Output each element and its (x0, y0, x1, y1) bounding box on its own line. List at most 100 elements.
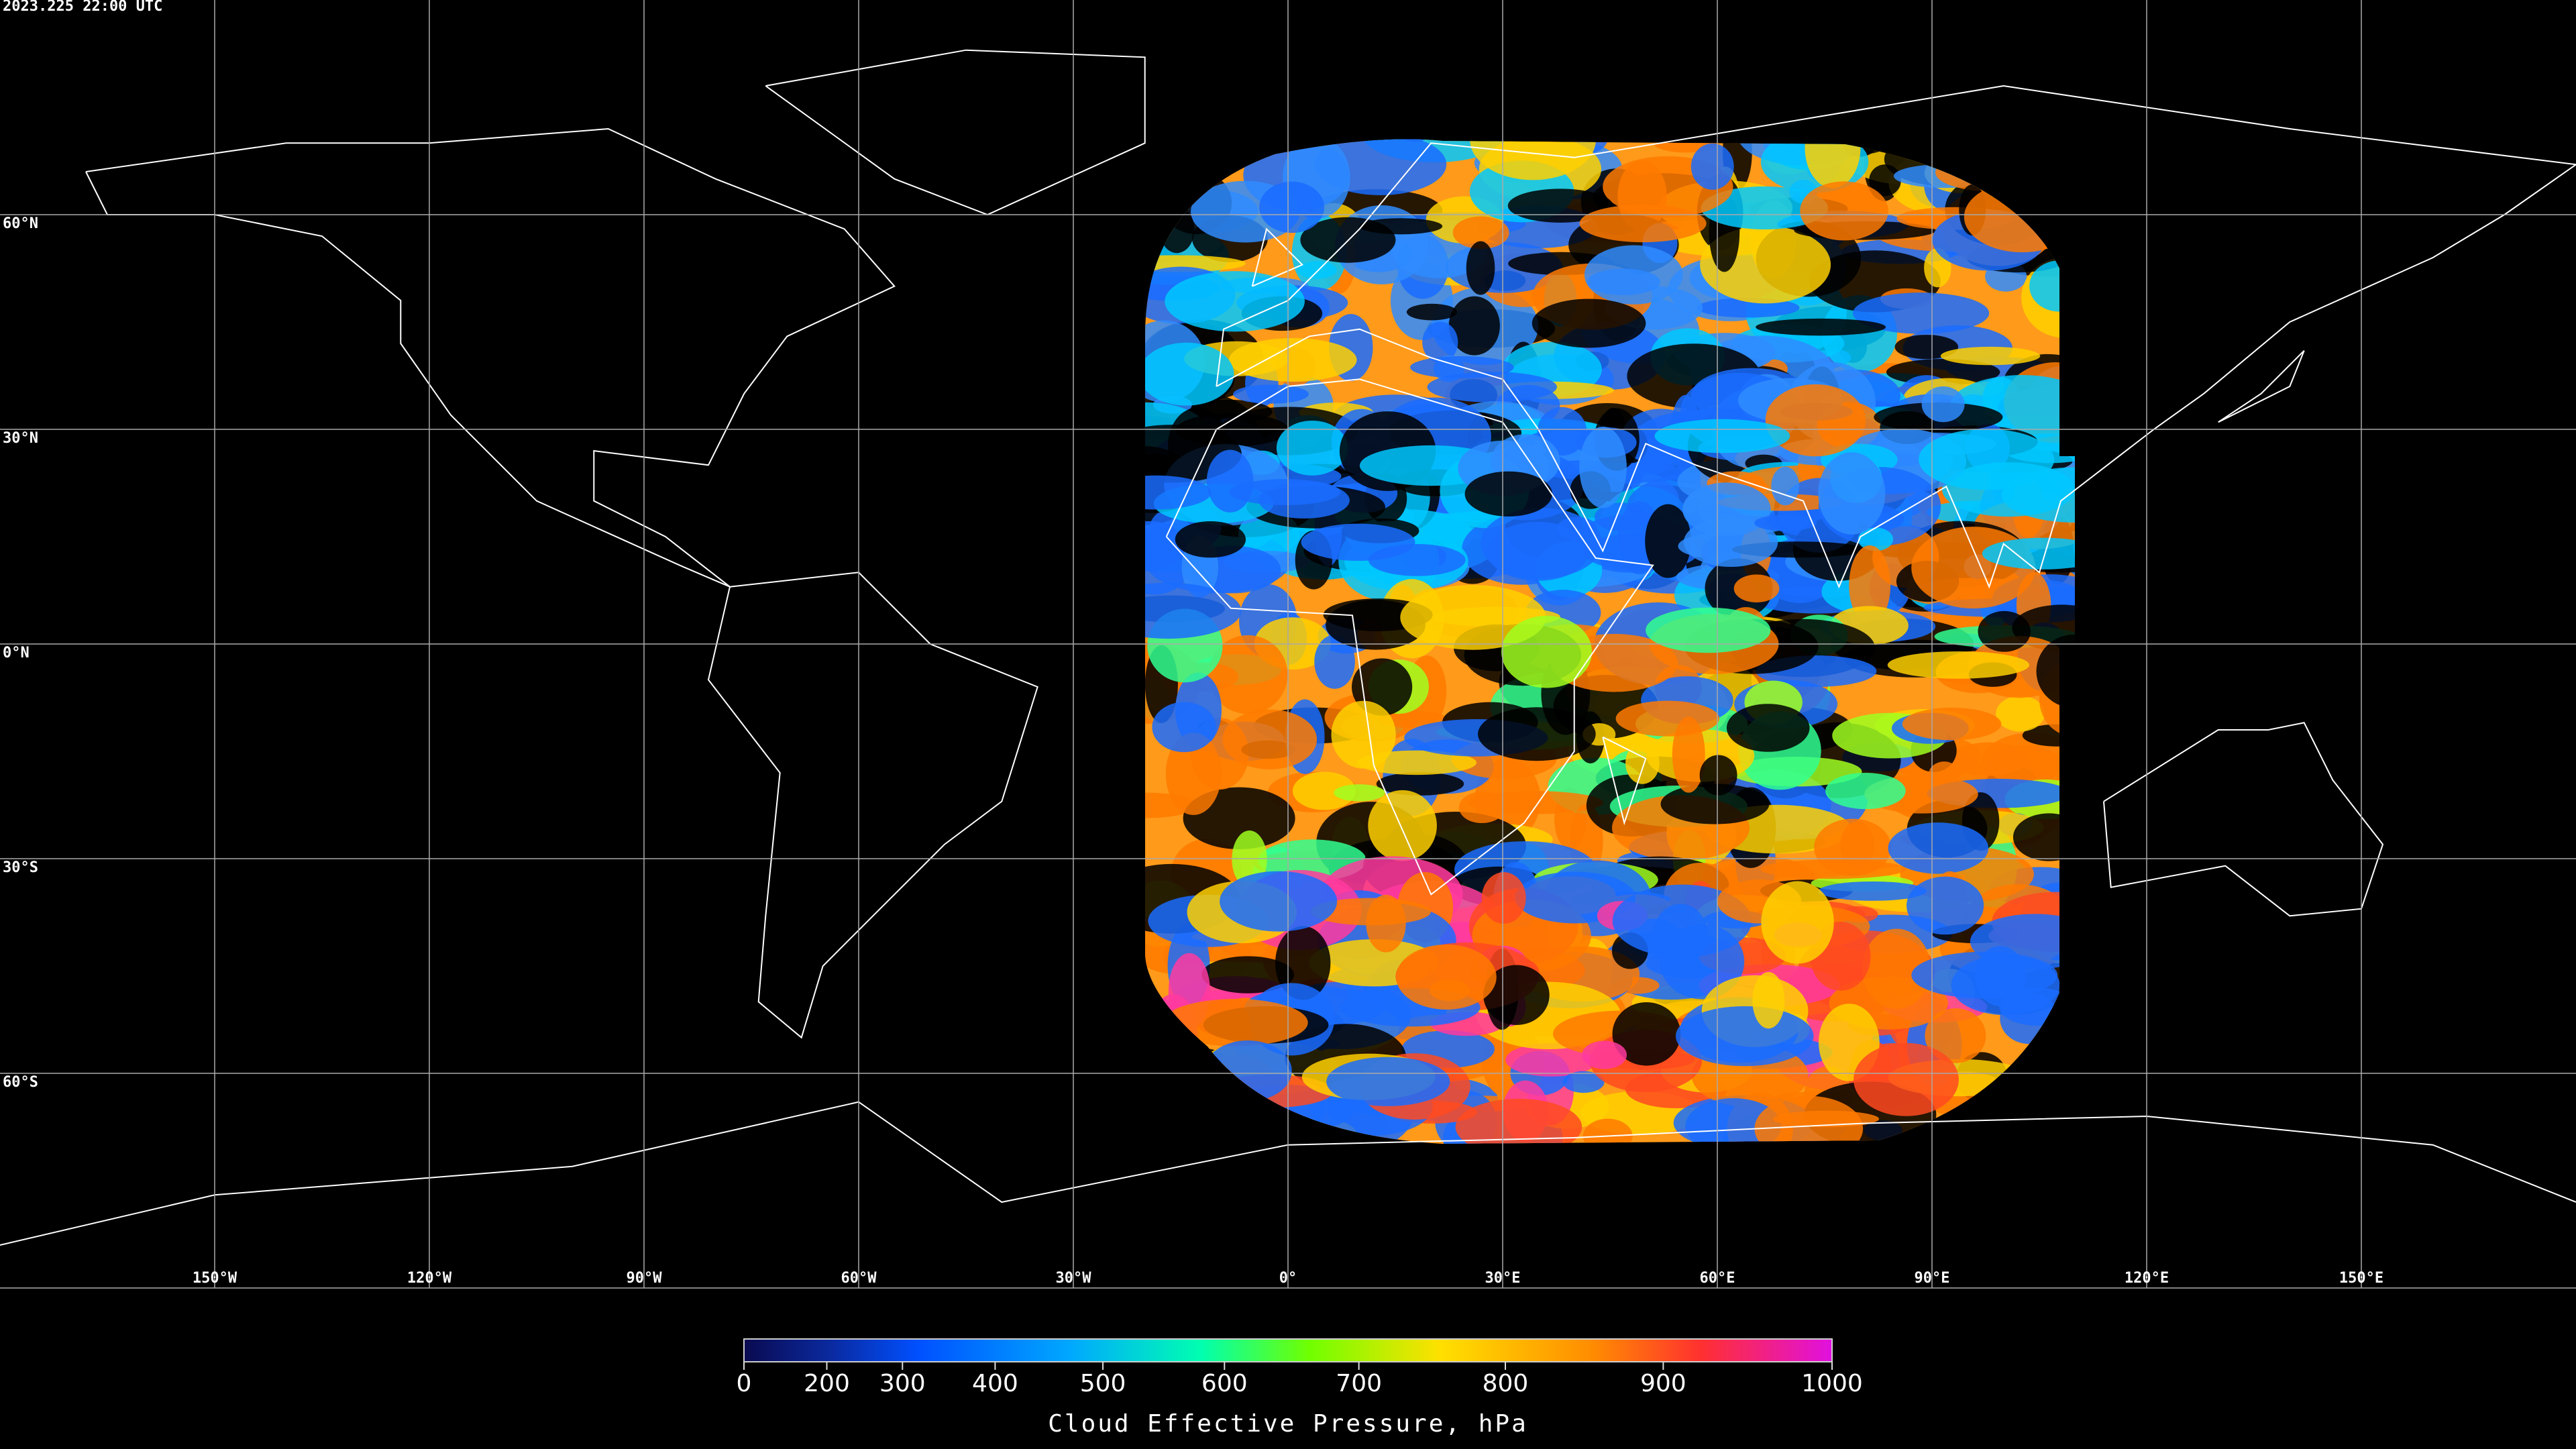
cloud-texture (1765, 384, 1866, 457)
cloud-texture (1422, 321, 1458, 363)
cloud-texture (1825, 773, 1906, 810)
coastline (1251, 227, 1304, 287)
cloud-texture (1887, 651, 2030, 679)
lon-label: 150°E (2339, 1270, 2383, 1287)
cloud-texture (1925, 1008, 1986, 1063)
cloud-texture (1275, 926, 1331, 1000)
cloud-texture (1466, 241, 1495, 295)
cloud-texture (1487, 521, 1589, 581)
cloud-texture (1562, 1071, 1605, 1093)
cloud-texture (1477, 707, 1596, 761)
lon-label: 150°W (193, 1270, 237, 1287)
cloud-texture (1902, 707, 2002, 741)
lon-label: 90°E (1915, 1270, 1950, 1287)
cloud-texture (1982, 537, 2075, 570)
cloud-texture (1653, 904, 1708, 966)
cloud-texture (1682, 482, 1771, 537)
cloud-texture (1165, 271, 1305, 332)
colorbar-tick-label: 200 (804, 1370, 850, 1397)
lon-label: 60°W (841, 1270, 877, 1287)
cloud-texture (1152, 702, 1216, 753)
cloud-texture (1854, 1042, 1959, 1116)
cloud-texture (1483, 965, 1550, 1026)
cloud-texture (1331, 700, 1396, 769)
colorbar-tick-label: 300 (879, 1370, 926, 1397)
cloud-texture (1752, 972, 1785, 1029)
cloud-texture (1464, 471, 1552, 517)
coastline (2103, 722, 2384, 917)
cloud-texture (1907, 876, 1984, 935)
cloud-texture (1853, 292, 1990, 334)
cloud-texture (1448, 296, 1500, 356)
lon-label: 120°W (407, 1270, 452, 1287)
cloud-texture (1818, 452, 1886, 535)
lon-label: 30°E (1485, 1270, 1521, 1287)
cloud-texture (1458, 792, 1505, 824)
cloud-texture (1612, 1002, 1681, 1066)
cloud-texture (1368, 543, 1466, 576)
cloud-texture (1940, 346, 2041, 366)
cloud-texture (1229, 337, 1357, 382)
cloud-texture (1455, 1098, 1582, 1144)
colorbar-ramp (743, 1338, 1833, 1362)
cloud-texture (1921, 386, 1965, 423)
cloud-texture (1406, 303, 1458, 321)
graticule: 150°W 120°W 90°W 60°W 30°W 0° 30°E 60°E 90°E 120°… (0, 0, 2576, 1289)
coastline (1216, 85, 2576, 589)
colorbar-title: Cloud Effective Pressure, hPa (1048, 1410, 1528, 1438)
cloud-texture (1293, 771, 1356, 810)
cloud-texture (1894, 335, 1959, 360)
coastline (2218, 350, 2305, 423)
cloud-texture (1862, 928, 1931, 1010)
cloud-texture (1258, 482, 1350, 519)
coastline (1602, 736, 1647, 826)
lon-label: 120°E (2125, 1270, 2169, 1287)
cloud-texture (1615, 700, 1720, 737)
cloud-texture (1359, 218, 1443, 235)
cloud-texture (2001, 467, 2075, 523)
lat-label: 30°S (3, 859, 38, 876)
cloud-texture (1368, 790, 1437, 861)
cloud-texture (1699, 755, 1737, 796)
cloud-texture (1222, 709, 1318, 769)
cloud-texture (1276, 420, 1348, 476)
cloud-texture (1507, 189, 1613, 223)
cloud-texture (1145, 582, 1242, 639)
cloud-texture (1165, 733, 1222, 815)
cloud-texture (1326, 600, 1426, 650)
cloud-texture (1532, 299, 1646, 348)
cloud-texture (1584, 245, 1683, 305)
cloud-texture (1818, 881, 1927, 901)
cloud-texture (1951, 955, 2060, 1016)
cloud-texture (1987, 745, 2062, 785)
cloud-texture (1145, 255, 1246, 272)
cloud-texture (1376, 772, 1464, 796)
cloud-texture (1771, 466, 1800, 506)
cloud-texture (1685, 1098, 1782, 1144)
cloud-texture (1233, 384, 1309, 404)
cloud-texture (1660, 784, 1770, 824)
colorbar-tick-label: 1000 (1801, 1370, 1863, 1397)
cloud-texture (1754, 515, 1817, 531)
cloud-texture (1654, 419, 1790, 453)
cloud-texture (1701, 186, 1829, 229)
colorbar: Cloud Effective Pressure, hPa 0 200 300 400… (737, 1338, 1863, 1438)
cloud-texture (1645, 504, 1691, 578)
cloud-texture (1452, 216, 1509, 250)
cloud-texture (1326, 1057, 1450, 1106)
cloud-texture (1761, 881, 1834, 964)
lat-label: 60°S (3, 1074, 38, 1091)
lat-label: 30°N (3, 430, 38, 447)
lon-label: 0° (1279, 1270, 1297, 1287)
cloud-texture (1220, 871, 1338, 932)
coastline (1165, 378, 1654, 896)
cloud-texture (1505, 1042, 1598, 1077)
lat-label: 0°N (3, 645, 30, 661)
cloud-texture (1481, 872, 1526, 924)
timestamp: 2023.225 22:00 UTC (3, 0, 162, 15)
cloud-texture (1175, 521, 1246, 558)
cloud-texture (1314, 635, 1355, 689)
colorbar-tick-label: 600 (1201, 1370, 1248, 1397)
cloud-texture (1582, 1040, 1627, 1069)
